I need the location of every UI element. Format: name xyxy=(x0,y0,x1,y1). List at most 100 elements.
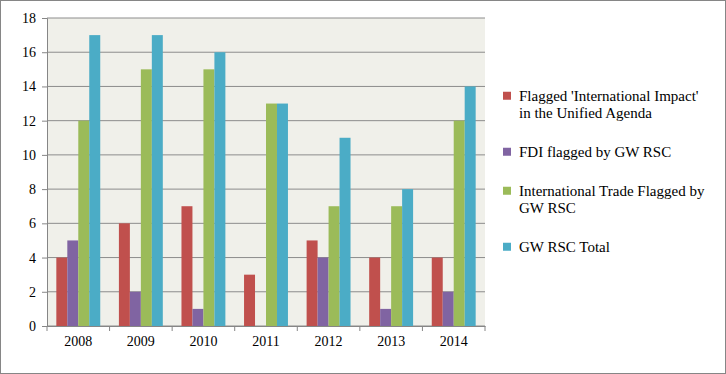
legend-item: FDI flagged by GW RSC xyxy=(503,144,671,160)
y-tick: 18 xyxy=(22,11,47,26)
bar xyxy=(67,240,78,326)
bar xyxy=(181,206,192,326)
grid-line xyxy=(47,18,485,19)
bar xyxy=(465,86,476,326)
grid-line xyxy=(47,52,485,53)
bar xyxy=(203,69,214,326)
chart-border xyxy=(1,1,726,374)
x-axis-line xyxy=(48,326,486,327)
legend-label: Flagged 'International Impact' in the Un… xyxy=(519,88,702,121)
x-tick-label: 2013 xyxy=(377,334,405,349)
y-tick-mark xyxy=(42,155,47,156)
legend-label: FDI flagged by GW RSC xyxy=(519,144,671,160)
x-tick-label: 2008 xyxy=(64,334,92,349)
bar xyxy=(402,189,413,326)
x-tick-label: 2011 xyxy=(252,334,279,349)
y-axis-line xyxy=(42,19,48,327)
x-tick: 2013 xyxy=(377,326,405,349)
bar xyxy=(56,258,67,326)
legend-item: GW RSC Total xyxy=(503,239,610,255)
bars xyxy=(56,35,475,326)
y-tick-label: 8 xyxy=(29,182,36,197)
y-tick-mark xyxy=(42,121,47,122)
category-separator xyxy=(109,326,110,331)
y-tick-mark xyxy=(42,326,47,327)
y-tick: 16 xyxy=(22,45,47,60)
y-tick: 4 xyxy=(29,251,47,266)
x-tick-label: 2010 xyxy=(189,334,217,349)
bar xyxy=(380,309,391,326)
bar xyxy=(152,35,163,326)
bar xyxy=(369,258,380,326)
bar xyxy=(130,292,141,326)
y-tick: 14 xyxy=(22,79,47,94)
y-tick-label: 12 xyxy=(22,114,36,129)
y-tick-mark xyxy=(42,223,47,224)
bar xyxy=(119,223,130,326)
y-tick-label: 18 xyxy=(22,11,36,26)
y-tick: 8 xyxy=(29,182,47,197)
category-separator xyxy=(172,326,173,331)
x-tick: 2010 xyxy=(189,326,217,349)
y-tick-label: 2 xyxy=(29,285,36,300)
x-tick-label: 2012 xyxy=(315,334,343,349)
y-tick: 6 xyxy=(29,216,47,231)
y-tick-mark xyxy=(42,52,47,53)
y-tick-mark xyxy=(42,18,47,19)
x-tick-label: 2014 xyxy=(440,334,468,349)
x-tick: 2009 xyxy=(127,326,155,349)
bar xyxy=(255,326,266,327)
y-tick: 0 xyxy=(29,319,47,334)
bar xyxy=(454,121,465,326)
y-tick-label: 4 xyxy=(29,251,36,266)
bar xyxy=(266,104,277,326)
y-tick: 12 xyxy=(22,114,47,129)
y-axis: 0 2 4 6 8 10 12 14 16 18 xyxy=(22,11,48,334)
legend-item: Flagged 'International Impact' in the Un… xyxy=(503,88,702,121)
bar xyxy=(432,258,443,326)
legend-item: International Trade Flagged by GW RSC xyxy=(503,183,708,216)
bar-series xyxy=(56,206,442,326)
y-tick-label: 6 xyxy=(29,216,36,231)
category-separator xyxy=(297,326,298,331)
bar xyxy=(244,275,255,326)
y-tick-mark xyxy=(42,258,47,259)
bar xyxy=(307,240,318,326)
category-separators xyxy=(47,326,485,331)
grid-line xyxy=(47,86,485,87)
x-tick: 2012 xyxy=(315,326,343,349)
bar xyxy=(89,35,100,326)
y-tick-label: 14 xyxy=(22,79,36,94)
x-axis: 2008 2009 2010 2011 2012 2013 2014 xyxy=(47,326,486,349)
category-separator xyxy=(422,326,423,331)
legend-swatch xyxy=(503,187,511,195)
y-tick-mark xyxy=(42,86,47,87)
legend-swatch xyxy=(503,243,511,251)
bar xyxy=(340,138,351,326)
x-tick: 2014 xyxy=(440,326,468,349)
x-tick: 2011 xyxy=(252,326,279,349)
legend: Flagged 'International Impact' in the Un… xyxy=(503,88,708,255)
legend-label: International Trade Flagged by GW RSC xyxy=(519,183,708,216)
bar xyxy=(277,104,288,326)
legend-swatch xyxy=(503,148,511,156)
y-tick: 2 xyxy=(29,285,47,300)
x-tick: 2008 xyxy=(64,326,92,349)
category-separator xyxy=(359,326,360,331)
bar xyxy=(391,206,402,326)
legend-swatch xyxy=(503,92,511,100)
bar xyxy=(192,309,203,326)
plot-background xyxy=(47,18,485,326)
category-separator xyxy=(485,326,486,331)
grid xyxy=(47,18,485,326)
legend-label: GW RSC Total xyxy=(519,239,610,255)
bar xyxy=(78,121,89,326)
bar xyxy=(318,258,329,326)
y-tick-mark xyxy=(42,292,47,293)
bar-series xyxy=(89,35,475,326)
y-tick: 10 xyxy=(22,148,47,163)
category-separator xyxy=(47,326,48,331)
plot: 0246810121416182008200920102011201220132… xyxy=(22,11,486,349)
chart: 0246810121416182008200920102011201220132… xyxy=(0,0,726,374)
bar xyxy=(214,52,225,326)
